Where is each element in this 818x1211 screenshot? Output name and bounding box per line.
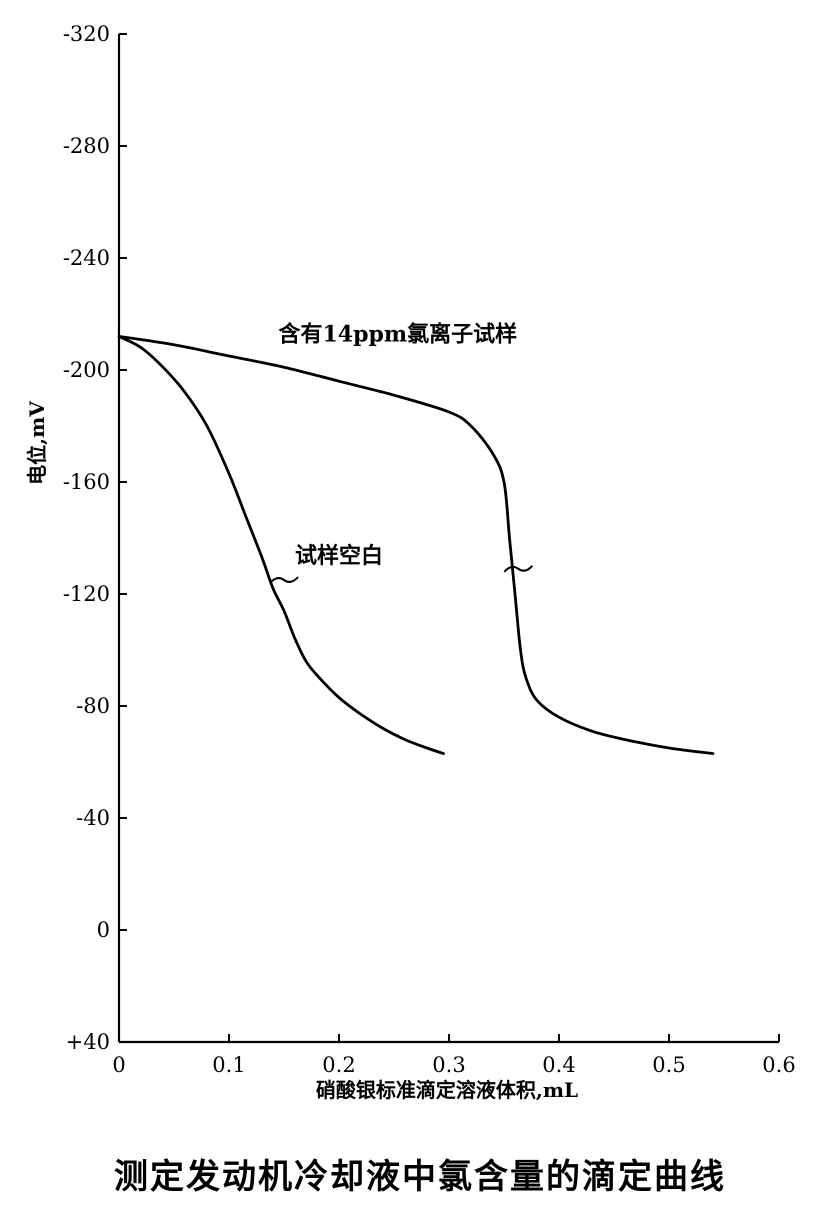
y-tick-label: -280 [63,134,110,158]
annotation-blank-sample: 试样空白 [295,543,383,569]
y-tick-label: +40 [66,1030,110,1054]
x-axis-title: 硝酸银标准滴定溶液体积,mL [316,1078,578,1102]
series-lines [117,335,715,755]
endpoint-marker [503,565,534,573]
x-tick-label: 0.4 [542,1053,575,1077]
x-tick-label: 0.6 [762,1053,795,1077]
y-tick-label: -40 [76,806,110,830]
y-tick-label: -160 [63,470,110,494]
ticks: -320-280-240-200-160-120-80-400+400 0.1 0.… [63,22,796,1077]
blank-sample-curve [117,335,445,755]
x-tick-label: 0.3 [432,1053,465,1077]
chart-caption: 测定发动机冷却液中氯含量的滴定曲线 [114,1157,726,1197]
y-tick-label: -200 [63,358,110,382]
y-tick-label: -80 [76,694,110,718]
x-tick-label: 0.5 [652,1053,685,1077]
x-tick-label: 0.1 [212,1053,245,1077]
y-tick-label: 0 [97,918,110,942]
x-tick-label: 0 [112,1053,125,1077]
x-tick-label: 0.2 [322,1053,355,1077]
axes [117,34,779,1044]
annotation-chloride-sample: 含有14ppm氯离子试样 [279,322,518,348]
endpoint-marker [269,576,299,584]
y-tick-label: -120 [63,582,110,606]
chloride-sample-curve [117,335,715,755]
y-tick-label: -240 [63,246,110,270]
y-axis-title: 电位,mV [25,401,49,485]
y-tick-label: -320 [63,22,110,46]
